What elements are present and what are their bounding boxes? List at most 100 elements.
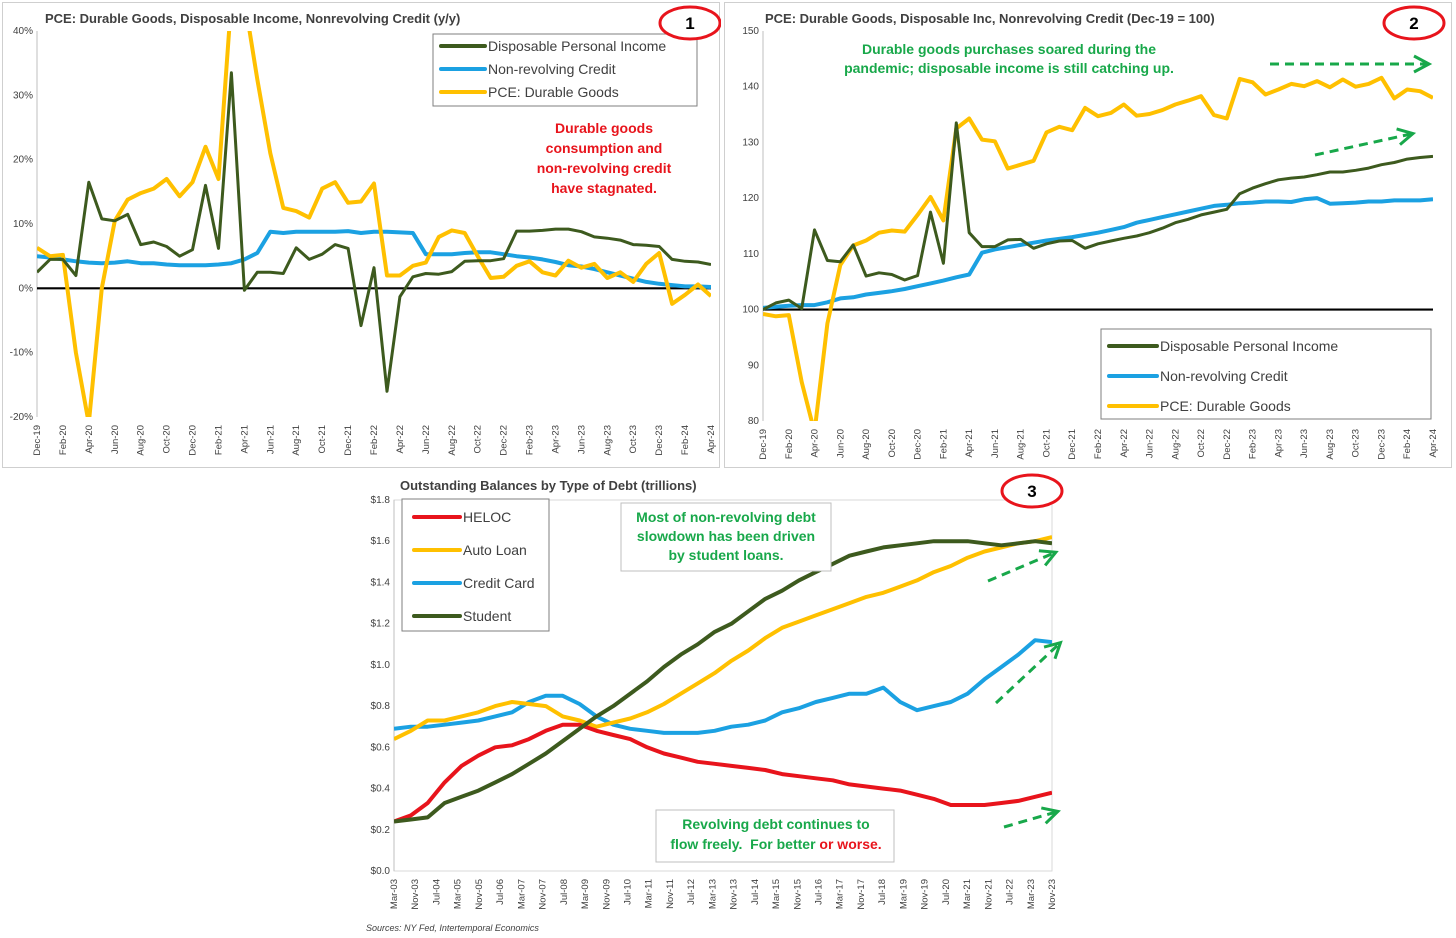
chart-title: PCE: Durable Goods, Disposable Income, N… — [45, 11, 460, 26]
legend-label: HELOC — [463, 509, 511, 525]
x-tick-label: Nov-21 — [983, 879, 994, 910]
source-note: Sources: NY Fed, Intertemporal Economics — [366, 923, 539, 933]
x-tick-label: Jun-20 — [110, 425, 121, 454]
x-tick-label: Feb-21 — [938, 429, 949, 459]
x-tick-label: Mar-15 — [771, 879, 782, 909]
x-tick-label: Aug-22 — [1170, 429, 1181, 460]
x-tick-label: Feb-20 — [784, 429, 795, 459]
x-tick-label: Nov-09 — [601, 879, 612, 910]
x-tick-label: Dec-20 — [913, 429, 924, 460]
badge-number: 2 — [1409, 14, 1418, 33]
green-arrow-line — [987, 551, 1055, 583]
x-tick-label: Jun-21 — [265, 425, 276, 454]
y-tick-label: $0.4 — [371, 784, 391, 795]
x-tick-label: Jun-22 — [1145, 429, 1156, 458]
legend-label: Non-revolving Credit — [1160, 368, 1288, 384]
x-tick-label: Oct-21 — [317, 425, 328, 454]
chart-1-svg: PCE: Durable Goods, Disposable Income, N… — [10, 5, 721, 456]
x-tick-label: Jun-20 — [835, 429, 846, 458]
x-tick-label: Dec-19 — [758, 429, 769, 460]
y-tick-label: 110 — [743, 249, 759, 260]
x-tick-label: Aug-23 — [602, 425, 613, 456]
x-tick-label: Feb-20 — [58, 425, 69, 455]
x-tick-label: Apr-21 — [239, 425, 250, 454]
annotation-text: consumption and — [546, 140, 663, 156]
annotation-text: Revolving debt continues to — [682, 816, 869, 832]
y-tick-label: 120 — [742, 193, 759, 204]
x-tick-label: Jul-20 — [941, 879, 952, 905]
x-tick-label: Apr-24 — [706, 425, 717, 454]
legend-label: Student — [463, 608, 511, 624]
x-tick-label: Dec-21 — [1067, 429, 1078, 460]
x-tick-label: Jul-08 — [559, 879, 570, 905]
x-tick-label: Dec-22 — [499, 425, 510, 456]
y-tick-label: 90 — [748, 360, 760, 371]
green-arrow-head — [1396, 127, 1417, 146]
x-tick-label: Apr-20 — [84, 425, 95, 454]
x-tick-label: Mar-05 — [453, 879, 464, 909]
x-tick-label: Aug-22 — [447, 425, 458, 456]
x-tick-label: Feb-23 — [525, 425, 536, 455]
x-tick-label: Feb-22 — [1093, 429, 1104, 459]
series-line-pce-durable-goods — [37, 31, 711, 417]
x-tick-label: Apr-24 — [1428, 429, 1439, 458]
x-tick-label: Aug-21 — [1016, 429, 1027, 460]
annotation-text-line2: flow freely. For better or worse. — [670, 836, 881, 852]
annotation-text: slowdown has been driven — [637, 528, 815, 544]
annotation-text: Durable goods purchases soared during th… — [862, 41, 1156, 57]
x-tick-label: Oct-22 — [473, 425, 484, 454]
annotation-green-part: flow freely. For better — [670, 836, 819, 852]
y-tick-label: 40% — [13, 26, 33, 37]
x-tick-label: Jul-18 — [877, 879, 888, 905]
x-tick-label: Mar-19 — [898, 879, 909, 909]
y-tick-label: 10% — [13, 219, 33, 230]
legend-label: PCE: Durable Goods — [488, 84, 619, 100]
badge-number: 1 — [685, 14, 694, 33]
chart-panel-2: PCE: Durable Goods, Disposable Inc, Nonr… — [724, 2, 1452, 468]
series-line-pce-durable-goods — [763, 75, 1433, 421]
x-tick-label: Feb-22 — [369, 425, 380, 455]
badge-circle — [1000, 473, 1064, 509]
x-tick-label: Dec-19 — [32, 425, 43, 456]
x-tick-label: Dec-21 — [343, 425, 354, 456]
x-tick-label: Mar-21 — [962, 879, 973, 909]
y-tick-label: $0.6 — [371, 742, 391, 753]
green-arrow-line — [1003, 810, 1057, 829]
badge-circle — [1382, 5, 1446, 41]
x-tick-label: Oct-20 — [162, 425, 173, 454]
x-tick-label: Nov-17 — [856, 879, 867, 910]
legend-box — [401, 498, 550, 632]
annotation-red-part: or worse. — [819, 836, 881, 852]
x-tick-label: Nov-23 — [1047, 879, 1058, 910]
y-tick-label: 20% — [13, 155, 33, 166]
badge-number: 3 — [1027, 482, 1036, 501]
green-arrow-head — [1038, 549, 1059, 567]
x-tick-label: Jul-12 — [686, 879, 697, 905]
x-tick-label: Aug-20 — [861, 429, 872, 460]
annotation-text: by student loans. — [668, 547, 783, 563]
x-tick-label: Mar-13 — [707, 879, 718, 909]
chart-2-svg: PCE: Durable Goods, Disposable Inc, Nonr… — [742, 5, 1446, 460]
x-tick-label: Oct-20 — [887, 429, 898, 458]
x-tick-label: Jul-06 — [495, 879, 506, 905]
green-arrow-line — [1314, 132, 1412, 157]
x-tick-label: Apr-23 — [1273, 429, 1284, 458]
x-tick-label: Oct-23 — [1351, 429, 1362, 458]
x-tick-label: Nov-15 — [792, 879, 803, 910]
legend-label: Auto Loan — [463, 542, 527, 558]
legend-label: Disposable Personal Income — [488, 38, 666, 54]
x-tick-label: Jun-23 — [576, 425, 587, 454]
y-tick-label: 80 — [748, 416, 760, 427]
x-tick-label: Jul-16 — [814, 879, 825, 905]
series-line-auto-loan — [394, 535, 1052, 741]
x-tick-label: Jul-22 — [1005, 879, 1016, 905]
chart-title: PCE: Durable Goods, Disposable Inc, Nonr… — [765, 11, 1215, 26]
y-tick-label: 100 — [742, 305, 759, 316]
annotation-text: non-revolving credit — [537, 160, 672, 176]
y-tick-label: $0.2 — [371, 825, 391, 836]
y-tick-label: 130 — [742, 137, 759, 148]
x-tick-label: Feb-24 — [1402, 429, 1413, 459]
x-tick-label: Aug-20 — [136, 425, 147, 456]
series-line-heloc — [394, 722, 1052, 824]
x-tick-label: Mar-09 — [580, 879, 591, 909]
